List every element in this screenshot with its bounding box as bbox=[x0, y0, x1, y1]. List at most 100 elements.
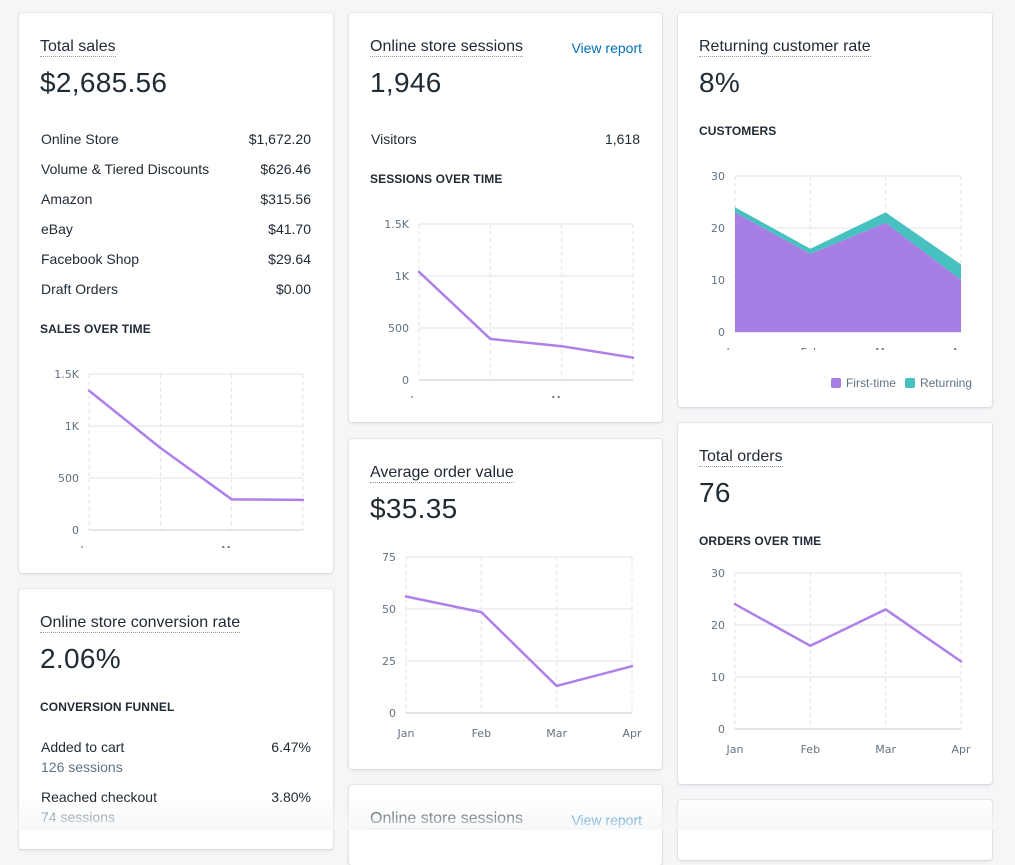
x-tick-label: Apr bbox=[951, 346, 971, 350]
channel-label: Draft Orders bbox=[41, 281, 119, 297]
partial-card bbox=[678, 800, 992, 860]
returning-rate-value: 8% bbox=[699, 67, 741, 98]
list-item: Online Store $1,672.20 bbox=[41, 131, 311, 151]
y-tick-label: 0 bbox=[389, 707, 396, 720]
x-tick-label: Jan bbox=[397, 727, 415, 740]
x-tick-label: Mar bbox=[875, 743, 896, 756]
sessions-over-time-chart: 0 500 1K 1.5K Jan Mar bbox=[384, 218, 635, 398]
series-area-returning bbox=[735, 207, 961, 280]
x-tick-label: Mar bbox=[551, 394, 572, 398]
channel-label: Amazon bbox=[41, 191, 93, 207]
funnel-label: Added to cart bbox=[41, 739, 125, 755]
average-order-value-chart: 0 25 50 75 Jan Feb Mar Apr bbox=[382, 551, 642, 740]
list-item: Volume & Tiered Discounts $626.46 bbox=[41, 161, 311, 181]
orders-over-time-chart: 0 10 20 30 Jan Feb Mar Apr bbox=[711, 567, 971, 756]
channel-value: $29.64 bbox=[268, 251, 311, 267]
first-time-swatch bbox=[830, 378, 841, 388]
funnel-sessions: 74 sessions bbox=[41, 809, 115, 825]
series-area-first-time bbox=[735, 212, 961, 332]
funnel-row: Reached checkout 74 sessions 3.80% bbox=[41, 789, 311, 829]
series-line bbox=[417, 270, 635, 359]
legend-label: First-time bbox=[845, 376, 896, 390]
y-tick-label: 30 bbox=[711, 170, 725, 183]
legend-item-first-time: First-time bbox=[830, 376, 896, 390]
x-tick-label: Feb bbox=[472, 727, 491, 740]
card-title[interactable]: Online store sessions bbox=[370, 38, 523, 57]
total-sales-card: Total sales $2,685.56 Online Store $1,672… bbox=[19, 13, 333, 573]
funnel-row: Added to cart 126 sessions 6.47% bbox=[41, 739, 311, 779]
returning-customer-rate-card: Returning customer rate 8% CUSTOMERS 0 10… bbox=[678, 13, 992, 407]
y-tick-label: 25 bbox=[382, 655, 396, 668]
funnel-rate: 3.80% bbox=[271, 789, 311, 805]
conversion-rate-card: Online store conversion rate 2.06% CONVE… bbox=[19, 589, 333, 849]
card-title[interactable]: Total sales bbox=[40, 38, 116, 57]
x-tick-label: Apr bbox=[622, 727, 642, 740]
chart-heading: SALES OVER TIME bbox=[40, 322, 151, 336]
visitors-row: Visitors 1,618 bbox=[371, 131, 640, 151]
visitors-value: 1,618 bbox=[604, 131, 640, 147]
y-tick-label: 20 bbox=[711, 619, 725, 632]
y-tick-label: 30 bbox=[711, 567, 725, 580]
y-tick-label: 0 bbox=[402, 374, 409, 387]
y-tick-label: 20 bbox=[711, 222, 725, 235]
y-tick-label: 1K bbox=[395, 270, 410, 283]
customers-chart: 0 10 20 30 Jan Feb Mar Apr bbox=[711, 170, 971, 350]
conversion-rate-value: 2.06% bbox=[40, 643, 121, 674]
y-tick-label: 75 bbox=[382, 551, 396, 564]
funnel-label: Reached checkout bbox=[41, 789, 157, 805]
view-report-link[interactable]: View report bbox=[571, 812, 642, 828]
y-tick-label: 0 bbox=[72, 524, 79, 537]
y-tick-label: 1.5K bbox=[54, 368, 79, 381]
x-tick-label: Jan bbox=[80, 544, 98, 548]
channel-value: $1,672.20 bbox=[248, 131, 311, 147]
x-tick-label: Feb bbox=[801, 346, 820, 350]
orders-value: 76 bbox=[699, 477, 731, 508]
sessions-value: 1,946 bbox=[370, 67, 442, 98]
channel-value: $41.70 bbox=[268, 221, 311, 237]
y-tick-label: 10 bbox=[711, 671, 725, 684]
total-orders-card: Total orders 76 ORDERS OVER TIME 0 10 20 30… bbox=[678, 423, 992, 784]
channel-value: $626.46 bbox=[260, 161, 311, 177]
legend-item-returning: Returning bbox=[904, 376, 972, 390]
funnel-sessions: 126 sessions bbox=[41, 759, 123, 775]
online-store-sessions-card: Online store sessions View report 1,946 … bbox=[349, 13, 662, 422]
series-line bbox=[404, 595, 634, 688]
list-item: Facebook Shop $29.64 bbox=[41, 251, 311, 271]
y-tick-label: 10 bbox=[711, 274, 725, 287]
chart-heading: CUSTOMERS bbox=[699, 124, 777, 138]
total-sales-value: $2,685.56 bbox=[40, 67, 168, 98]
x-tick-label: Jan bbox=[410, 394, 428, 398]
channel-label: Volume & Tiered Discounts bbox=[41, 161, 210, 177]
channel-label: eBay bbox=[41, 221, 73, 237]
channel-value: $315.56 bbox=[260, 191, 311, 207]
card-title[interactable]: Online store conversion rate bbox=[40, 614, 241, 633]
y-tick-label: 0 bbox=[718, 326, 725, 339]
series-line bbox=[733, 602, 963, 663]
x-tick-label: Jan bbox=[726, 346, 744, 350]
x-tick-label: Apr bbox=[951, 743, 971, 756]
x-tick-label: Mar bbox=[875, 346, 896, 350]
x-tick-label: Jan bbox=[726, 743, 744, 756]
list-item: eBay $41.70 bbox=[41, 221, 311, 241]
chart-heading: ORDERS OVER TIME bbox=[699, 534, 822, 548]
visitors-label: Visitors bbox=[371, 131, 417, 147]
series-line bbox=[87, 389, 305, 502]
chart-legend: First-time Returning bbox=[822, 376, 972, 390]
y-tick-label: 1K bbox=[65, 420, 80, 433]
view-report-link[interactable]: View report bbox=[571, 40, 642, 56]
card-title[interactable]: Online store sessions bbox=[370, 810, 523, 829]
y-tick-label: 50 bbox=[382, 603, 396, 616]
aov-value: $35.35 bbox=[370, 493, 458, 524]
average-order-value-card: Average order value $35.35 0 25 50 75 Jan Feb… bbox=[349, 439, 662, 769]
card-title[interactable]: Returning customer rate bbox=[699, 38, 871, 57]
y-tick-label: 0 bbox=[718, 723, 725, 736]
card-title[interactable]: Total orders bbox=[699, 448, 783, 467]
y-tick-label: 500 bbox=[58, 472, 79, 485]
card-title[interactable]: Average order value bbox=[370, 464, 514, 483]
channel-label: Facebook Shop bbox=[41, 251, 140, 267]
x-tick-label: Mar bbox=[546, 727, 567, 740]
legend-label: Returning bbox=[919, 376, 972, 390]
chart-heading: SESSIONS OVER TIME bbox=[370, 172, 503, 186]
x-tick-label: Mar bbox=[221, 544, 242, 548]
y-tick-label: 1.5K bbox=[384, 218, 409, 231]
